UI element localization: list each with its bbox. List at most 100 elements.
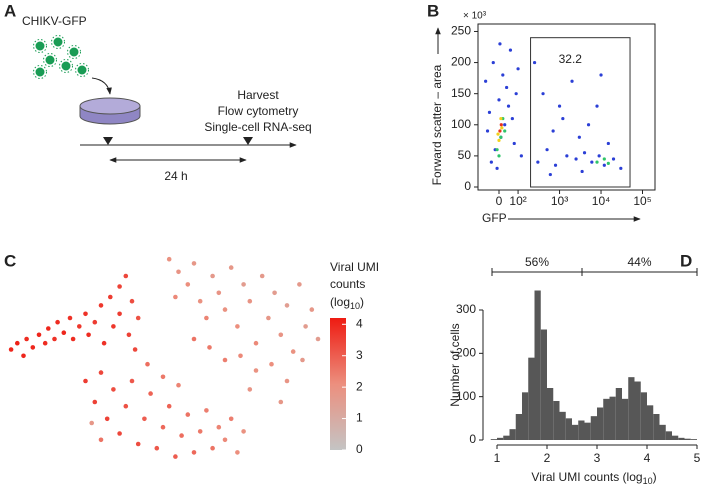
x-tick-label: 4 bbox=[644, 451, 651, 465]
step-label: Harvest bbox=[237, 88, 279, 102]
virus-particles bbox=[33, 35, 89, 79]
cell-dot bbox=[86, 332, 91, 338]
cell-dot bbox=[235, 324, 240, 329]
event-dot bbox=[565, 154, 569, 158]
y-axis-label: Number of cells bbox=[448, 323, 462, 406]
x-tick-label: 10⁵ bbox=[633, 194, 651, 208]
cell-dot bbox=[14, 340, 20, 346]
event-dot bbox=[506, 104, 511, 108]
cell-dot bbox=[89, 420, 94, 426]
bar bbox=[603, 398, 610, 440]
bar bbox=[622, 398, 629, 440]
y-tick-label: 300 bbox=[456, 302, 476, 316]
y-tick-label: 200 bbox=[451, 55, 471, 69]
x-axis-label-sub: 10 bbox=[643, 476, 653, 486]
cell-dot bbox=[160, 424, 166, 430]
umap-plot: C Viral UMI counts (log10) 0 1 2 3 4 bbox=[4, 251, 379, 459]
event-dot bbox=[561, 116, 565, 121]
event-dot bbox=[501, 73, 505, 77]
colorbar bbox=[330, 318, 346, 450]
panel-label: B bbox=[427, 1, 439, 20]
bar bbox=[559, 411, 566, 440]
colorbar-tick-label: 1 bbox=[356, 411, 363, 425]
x-tick-label: 10⁴ bbox=[592, 194, 611, 208]
colorbar-title-sub: 10 bbox=[350, 301, 360, 311]
histogram: D Number of cells Viral UMI counts (log1… bbox=[448, 251, 700, 486]
cell-dot bbox=[269, 361, 274, 367]
cell-dot bbox=[216, 424, 222, 430]
event-dot bbox=[532, 60, 537, 65]
cell-dot bbox=[132, 347, 138, 352]
x-axis-label: Viral UMI counts (log10) bbox=[531, 470, 656, 486]
x-axis-label: Viral UMI counts (log bbox=[531, 470, 642, 484]
colorbar-title: ) bbox=[360, 295, 364, 309]
cell-dot bbox=[207, 345, 212, 350]
cell-dot bbox=[67, 315, 73, 321]
axis-multiplier: × 10³ bbox=[463, 11, 487, 22]
event-dot bbox=[485, 129, 490, 133]
cell-dot bbox=[210, 273, 215, 279]
colorbar-title: counts bbox=[330, 277, 365, 291]
bar bbox=[647, 405, 654, 440]
event-dot bbox=[503, 129, 507, 133]
event-dot bbox=[545, 148, 549, 152]
event-dot bbox=[499, 116, 503, 121]
cell-dot bbox=[135, 315, 141, 321]
cell-dot bbox=[238, 353, 243, 359]
cell-dot bbox=[222, 307, 228, 312]
event-dot bbox=[503, 123, 507, 127]
cell-dot bbox=[98, 437, 104, 443]
bar bbox=[690, 439, 697, 440]
cell-dot bbox=[70, 336, 76, 342]
cell-dot bbox=[117, 431, 122, 436]
event-dot bbox=[508, 48, 513, 52]
bracket-label: 44% bbox=[627, 255, 651, 269]
event-dot bbox=[590, 160, 594, 164]
y-tick-label: 0 bbox=[469, 432, 476, 446]
cell-dot bbox=[191, 261, 197, 266]
cell-dot bbox=[266, 315, 271, 321]
cell-dot bbox=[123, 403, 129, 409]
event-dot bbox=[602, 157, 606, 161]
cell-dot bbox=[191, 450, 197, 455]
event-dot bbox=[495, 166, 499, 170]
x-tick-label: 3 bbox=[594, 451, 601, 465]
event-dot bbox=[595, 104, 599, 108]
x-tick-label: 2 bbox=[544, 451, 551, 465]
y-tick-label: 50 bbox=[458, 148, 472, 162]
colorbar-tick-label: 3 bbox=[356, 348, 363, 362]
bracket bbox=[581, 268, 698, 276]
colorbar-tick-label: 2 bbox=[356, 379, 363, 393]
bar bbox=[565, 418, 572, 440]
colorbar-tick-label: 0 bbox=[356, 442, 363, 456]
y-tick-label: 0 bbox=[464, 179, 471, 193]
cell-dot bbox=[300, 357, 305, 363]
cell-dot bbox=[185, 412, 191, 417]
bar bbox=[572, 424, 579, 440]
cell-dot bbox=[191, 336, 197, 342]
y-tick-label: 200 bbox=[456, 346, 476, 360]
bar bbox=[628, 377, 635, 440]
cell-dot bbox=[247, 298, 253, 304]
event-dot bbox=[497, 154, 501, 158]
event-dot bbox=[499, 135, 503, 139]
colorbar-title: (log bbox=[330, 295, 350, 309]
cell-dot bbox=[297, 282, 302, 287]
bar bbox=[590, 416, 597, 440]
x-axis-label: GFP bbox=[482, 211, 507, 225]
cell-dot bbox=[129, 378, 135, 384]
event-dot bbox=[498, 129, 502, 133]
bar bbox=[653, 414, 660, 440]
event-dot bbox=[496, 132, 500, 136]
event-dot bbox=[606, 141, 610, 146]
event-dot bbox=[499, 123, 503, 127]
cell-dot bbox=[235, 450, 240, 455]
event-dot bbox=[487, 110, 492, 114]
bar bbox=[509, 429, 516, 440]
event-dot bbox=[489, 160, 493, 164]
cell-dot bbox=[253, 340, 259, 346]
plot-frame bbox=[477, 23, 656, 191]
cell-dot bbox=[176, 382, 181, 388]
event-dot bbox=[497, 98, 501, 102]
